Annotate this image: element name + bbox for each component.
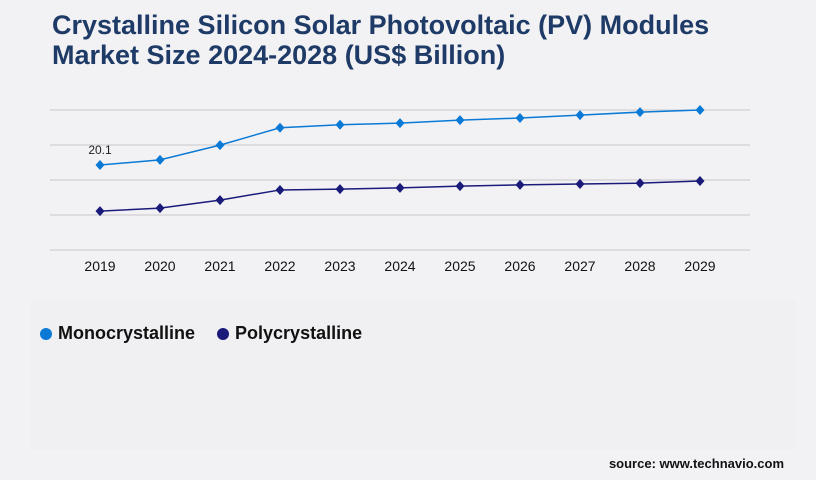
- x-tick-label: 2021: [204, 258, 235, 274]
- x-tick-label: 2025: [444, 258, 475, 274]
- data-point-polycrystalline: [215, 195, 225, 206]
- data-point-polycrystalline: [575, 179, 585, 190]
- legend: Monocrystalline Polycrystalline: [40, 323, 362, 344]
- data-point-monocrystalline: [155, 154, 165, 165]
- x-tick-label: 2023: [324, 258, 355, 274]
- data-point-monocrystalline: [215, 140, 225, 151]
- source-note: source: www.technavio.com: [608, 456, 784, 471]
- x-tick-label: 2029: [684, 258, 715, 274]
- legend-label: Monocrystalline: [58, 323, 196, 343]
- data-point-polycrystalline: [695, 176, 705, 187]
- data-point-monocrystalline: [575, 110, 585, 121]
- data-label: 20.1: [88, 143, 112, 157]
- data-point-monocrystalline: [335, 119, 345, 130]
- data-point-polycrystalline: [635, 178, 645, 189]
- data-point-polycrystalline: [275, 184, 285, 195]
- legend-item-monocrystalline[interactable]: Monocrystalline: [40, 323, 195, 344]
- x-tick-label: 2024: [384, 258, 415, 274]
- data-point-polycrystalline: [95, 206, 105, 217]
- legend-item-polycrystalline[interactable]: Polycrystalline: [217, 323, 362, 344]
- data-point-monocrystalline: [455, 115, 465, 126]
- data-point-monocrystalline: [695, 105, 705, 115]
- legend-marker-icon: [40, 327, 52, 340]
- legend-label: Polycrystalline: [235, 323, 363, 343]
- line-chart: 2019 2020 2021 2022 2023 2024 2025 2026 2027 2028…: [50, 105, 750, 274]
- x-tick-label: 2022: [264, 258, 295, 274]
- data-point-polycrystalline: [455, 181, 465, 192]
- data-point-polycrystalline: [335, 184, 345, 195]
- x-tick-label: 2027: [564, 258, 595, 274]
- x-tick-label: 2019: [84, 258, 115, 274]
- data-point-monocrystalline: [275, 122, 285, 133]
- background-panel: [30, 300, 796, 450]
- data-point-monocrystalline: [515, 113, 525, 124]
- data-point-monocrystalline: [95, 159, 105, 170]
- x-tick-label: 2026: [504, 258, 535, 274]
- x-tick-label: 2028: [624, 258, 655, 274]
- data-point-polycrystalline: [395, 182, 405, 193]
- data-point-monocrystalline: [635, 107, 645, 118]
- data-point-polycrystalline: [515, 179, 525, 190]
- legend-marker-icon: [217, 327, 230, 340]
- data-point-polycrystalline: [155, 203, 165, 214]
- chart-title: Crystalline Silicon Solar Photovoltaic (…: [52, 10, 710, 70]
- data-point-monocrystalline: [395, 118, 405, 129]
- x-tick-label: 2020: [144, 258, 175, 274]
